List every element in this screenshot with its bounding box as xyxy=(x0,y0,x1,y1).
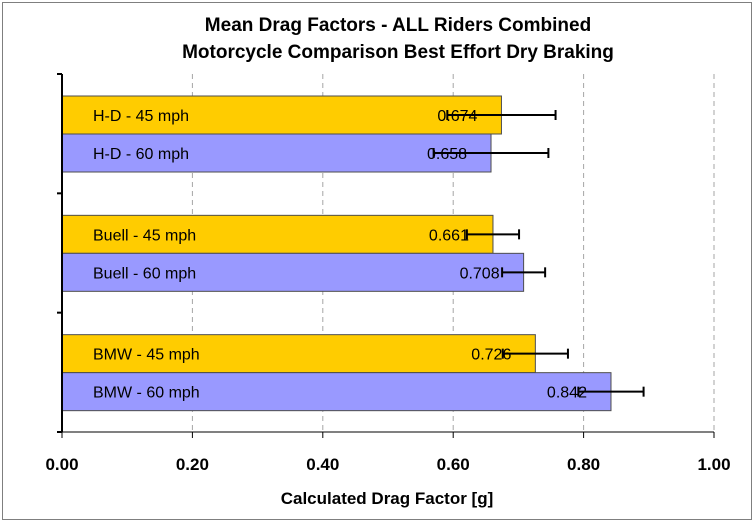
bars: H-D - 45 mph 0.674 H-D - 60 mph 0.658 Buell … xyxy=(61,95,645,412)
bar-value-label: 0.708 xyxy=(460,265,500,282)
bar-category-label: H-D - 45 mph xyxy=(93,108,189,125)
bar-value-label: 0.674 xyxy=(437,108,477,125)
x-tick-label: 0.60 xyxy=(437,455,470,474)
x-tick-label: 0.40 xyxy=(306,455,339,474)
bar-category-label: BMW - 60 mph xyxy=(93,385,200,402)
bar xyxy=(61,372,612,412)
bar xyxy=(61,252,525,292)
x-tick-label: 0.00 xyxy=(45,455,78,474)
x-tick-label: 0.20 xyxy=(176,455,209,474)
bar-value-label: 0.842 xyxy=(547,385,587,402)
x-tick-label: 0.80 xyxy=(567,455,600,474)
axes xyxy=(57,73,715,438)
bar-category-label: Buell - 60 mph xyxy=(93,265,196,282)
bar-category-label: BMW - 45 mph xyxy=(93,347,200,364)
bar xyxy=(61,133,492,173)
x-axis-label: Calculated Drag Factor [g] xyxy=(281,489,494,508)
x-tick-label: 1.00 xyxy=(697,455,730,474)
bar-category-label: H-D - 60 mph xyxy=(93,146,189,163)
bar-category-label: Buell - 45 mph xyxy=(93,227,196,244)
bar-value-label: 0.661 xyxy=(429,227,469,244)
bar xyxy=(61,334,536,374)
chart-title: Mean Drag Factors - ALL Riders Combined xyxy=(205,15,591,36)
x-tick-labels: 0.00 0.20 0.40 0.60 0.80 1.00 xyxy=(45,455,730,474)
bar xyxy=(61,214,494,254)
bar-value-label: 0.726 xyxy=(471,347,511,364)
chart-subtitle: Motorcycle Comparison Best Effort Dry Br… xyxy=(182,42,614,63)
bar-value-label: 0.658 xyxy=(427,146,467,163)
